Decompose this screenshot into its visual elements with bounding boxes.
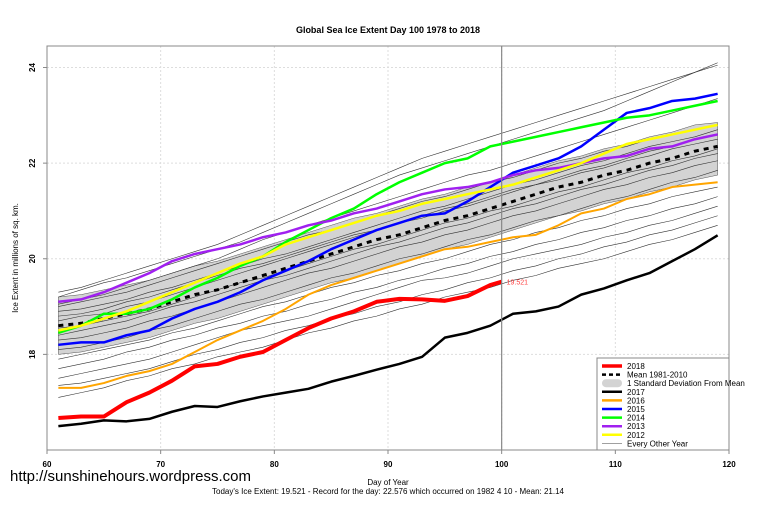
series-line-2017 <box>58 234 719 428</box>
legend-item: 2012 <box>602 431 645 440</box>
legend-label: 2018 <box>627 362 645 371</box>
legend-item: 1 Standard Deviation From Mean <box>602 379 745 388</box>
x-tick-label: 100 <box>495 460 509 469</box>
other-year-line <box>58 64 718 293</box>
x-tick-label: 80 <box>270 460 279 469</box>
legend-label: 2015 <box>627 405 645 414</box>
chart-subtitle: Today's Ice Extent: 19.521 - Record for … <box>212 487 565 496</box>
other-year-line <box>58 62 718 298</box>
legend-item: 2016 <box>602 396 645 405</box>
other-year-line <box>58 186 718 360</box>
other-year-line <box>58 215 718 386</box>
x-tick-label: 110 <box>609 460 622 469</box>
other-year-line <box>58 98 718 305</box>
other-year-line <box>58 148 718 329</box>
legend-label: 2012 <box>627 431 645 440</box>
series-line-2015 <box>58 92 718 347</box>
legend-item: Mean 1981-2010 <box>602 371 688 380</box>
legend-item: 2018 <box>602 362 645 371</box>
y-tick-label: 24 <box>28 63 37 72</box>
mean-line <box>58 144 718 328</box>
legend-item: 2017 <box>602 388 645 397</box>
series-line-2016 <box>58 181 718 389</box>
series-line-2018 <box>58 279 503 420</box>
legend-label: 2016 <box>627 396 645 405</box>
legend-label: 2014 <box>627 414 645 423</box>
x-tick-label: 70 <box>156 460 165 469</box>
other-year-line <box>58 170 718 350</box>
legend-label: 1 Standard Deviation From Mean <box>627 379 745 388</box>
x-tick-label: 90 <box>384 460 393 469</box>
x-tick-label: 60 <box>43 460 52 469</box>
other-year-line <box>58 129 718 312</box>
legend-label: 2013 <box>627 422 645 431</box>
series-line-2013 <box>58 133 718 304</box>
y-axis-label: Ice Extent in millions of sq. km. <box>11 203 20 313</box>
current-value-label: 19.521 <box>507 280 529 287</box>
y-tick-label: 20 <box>28 254 37 263</box>
series-line-2014 <box>57 99 718 335</box>
legend-item: 2013 <box>602 422 645 431</box>
legend-item: Every Other Year <box>602 439 688 448</box>
y-tick-label: 22 <box>28 158 37 167</box>
legend-swatch <box>602 379 622 388</box>
legend-label: Every Other Year <box>627 439 688 448</box>
source-url: http://sunshinehours.wordpress.com <box>10 468 251 485</box>
series-line-2012 <box>58 123 718 332</box>
x-axis-label: Day of Year <box>367 478 409 487</box>
other-year-line <box>58 160 718 341</box>
chart-title: Global Sea Ice Extent Day 100 1978 to 20… <box>296 25 480 35</box>
other-year-line <box>58 205 718 379</box>
highlighted-year-lines <box>57 92 719 428</box>
legend-label: Mean 1981-2010 <box>627 371 688 380</box>
legend-label: 2017 <box>627 388 645 397</box>
other-year-line <box>58 225 718 398</box>
other-year-line <box>58 196 718 370</box>
axes: 60 70 80 90 100 110 120 18 20 22 24 <box>28 63 736 469</box>
legend-item: 2015 <box>602 405 645 414</box>
y-tick-label: 18 <box>28 349 37 358</box>
day-marker: 19.521 <box>501 46 529 450</box>
other-year-line <box>58 153 718 336</box>
legend-item: 2014 <box>602 414 645 423</box>
x-tick-label: 120 <box>722 460 736 469</box>
